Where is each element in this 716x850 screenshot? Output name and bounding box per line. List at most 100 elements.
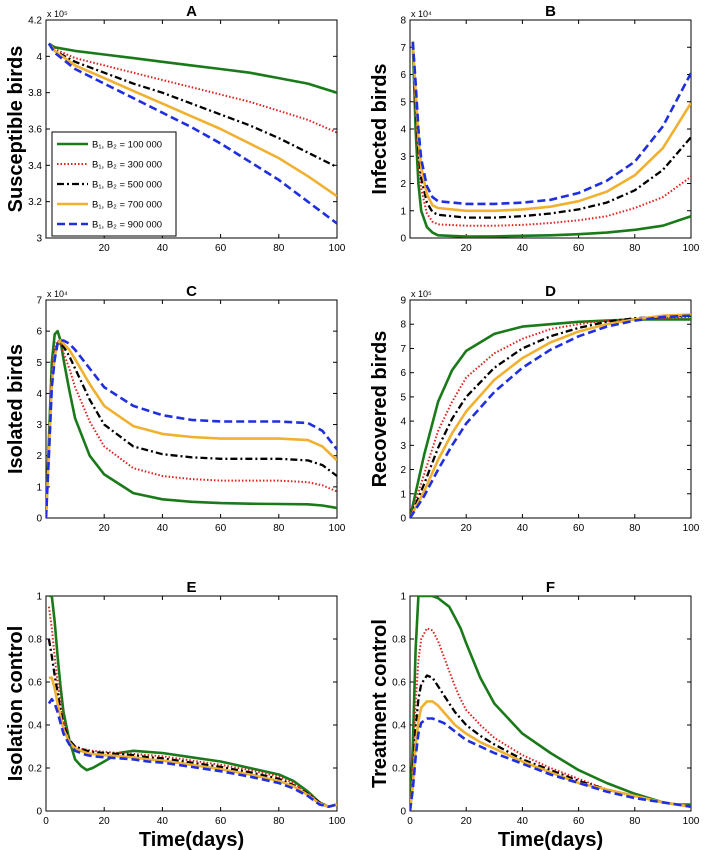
x-tick-label: 100: [329, 816, 346, 827]
y-tick-label: 3: [400, 152, 406, 163]
axes-frame: [409, 19, 692, 239]
y-tick-label: 1: [400, 206, 406, 217]
series-line-5: [410, 717, 691, 811]
x-tick-label: 20: [461, 816, 473, 827]
x-tick-label: 80: [273, 523, 285, 534]
y-tick-label: 8: [400, 16, 406, 27]
x-tick-label: 100: [683, 816, 700, 827]
y-tick-label: 0: [400, 807, 406, 818]
series-line-3: [410, 674, 691, 811]
x-tick-label: 20: [99, 243, 111, 254]
x-tick-label: 80: [629, 816, 641, 827]
x-tick-label: 60: [215, 523, 227, 534]
panel-label: C: [186, 283, 197, 300]
y-axis-label: Recovered birds: [369, 331, 391, 488]
x-tick-label: 40: [517, 243, 529, 254]
axes-frame: [409, 595, 692, 812]
panel-c: Cx 10⁴ Isolated birds 20 40 60 80 100 0 1 2 3 4 5 6 7: [5, 283, 346, 534]
x-tick-label: 60: [573, 816, 585, 827]
series-line-3: [410, 314, 691, 518]
y-axis-label: Isolated birds: [5, 344, 27, 474]
y-tick-label: 1: [36, 592, 42, 603]
x-tick-label: 40: [517, 523, 529, 534]
panel-f: F Treatment control 0 20 40 60 80 100 0 0.2 0.4 0.6…: [369, 579, 700, 850]
panel-label: A: [186, 3, 197, 20]
x-tick-label: 20: [99, 523, 111, 534]
x-axis-label: Time(days): [498, 829, 603, 850]
legend-entry-label: B₁, B₂ = 300 000: [92, 160, 162, 171]
x-tick-label: 60: [215, 816, 227, 827]
y-tick-label: 3.8: [28, 88, 42, 99]
x-tick-label: 80: [273, 243, 285, 254]
series-line-4: [411, 41, 691, 213]
series-line-1: [48, 42, 337, 94]
y-tick-label: 2: [400, 465, 406, 476]
panel-e: E Isolation control 0 20 40 60 80 100 0 0.2 0.4 0.6…: [5, 579, 346, 850]
series-line-4: [46, 339, 337, 518]
y-tick-label: 0.6: [28, 678, 42, 689]
y-tick-label: 0: [36, 514, 42, 525]
x-tick-label: 60: [573, 523, 585, 534]
y-tick-label: 0: [400, 514, 406, 525]
y-tick-label: 5: [400, 97, 406, 108]
y-tick-label: 1: [36, 482, 42, 493]
legend-entry-label: B₁, B₂ = 100 000: [92, 140, 162, 151]
y-axis-label: Infected birds: [369, 63, 391, 194]
y-tick-label: 7: [400, 344, 406, 355]
series-line-5: [46, 339, 337, 518]
y-tick-label: 7: [400, 43, 406, 54]
y-tick-label: 6: [36, 327, 42, 338]
y-tick-label: 0.8: [28, 635, 42, 646]
series-line-5: [410, 314, 691, 518]
y-tick-label: 8: [400, 320, 406, 331]
series-line-5: [47, 697, 337, 809]
series-line-1: [411, 41, 691, 238]
y-tick-label: 0.2: [392, 764, 406, 775]
y-tick-label: 0: [400, 234, 406, 245]
x-tick-label: 100: [683, 243, 700, 254]
x-tick-label: 0: [43, 816, 49, 827]
axis-exponent-label: x 10⁵: [47, 9, 68, 19]
x-tick-label: 20: [461, 243, 473, 254]
series-line-4: [410, 700, 691, 811]
y-tick-label: 3: [36, 234, 42, 245]
legend-entry-label: B₁, B₂ = 500 000: [92, 180, 162, 191]
axes-frame: [45, 299, 338, 519]
y-tick-label: 2: [400, 179, 406, 190]
panel-a: Ax 10⁵ Susceptible birds 20 40 60 80 100 3 3.2 3.…: [5, 3, 346, 254]
axis-exponent-label: x 10⁴: [47, 289, 68, 299]
y-tick-label: 5: [400, 392, 406, 403]
x-tick-label: 100: [329, 243, 346, 254]
y-tick-label: 4: [36, 52, 42, 63]
y-tick-label: 6: [400, 368, 406, 379]
y-tick-label: 4: [400, 125, 406, 136]
x-tick-label: 0: [407, 816, 413, 827]
series-line-2: [48, 42, 337, 134]
y-tick-label: 4: [36, 389, 42, 400]
y-tick-label: 6: [400, 70, 406, 81]
y-tick-label: 3: [400, 441, 406, 452]
axes-frame: [409, 299, 692, 519]
panel-d: Dx 10⁵ Recovered birds 20 40 60 80 100 0 1 2 3 4 5 6 7…: [369, 283, 700, 534]
y-tick-label: 2: [36, 451, 42, 462]
y-tick-label: 3.2: [28, 197, 42, 208]
x-tick-label: 40: [157, 523, 169, 534]
series-line-5: [411, 41, 691, 206]
y-tick-label: 0.2: [28, 764, 42, 775]
series-line-1: [48, 596, 337, 809]
y-tick-label: 3.4: [28, 161, 42, 172]
panel-label: E: [186, 579, 196, 596]
axis-exponent-label: x 10⁴: [411, 9, 432, 19]
x-tick-label: 40: [517, 816, 529, 827]
series-line-2: [410, 316, 691, 518]
panel-label: B: [545, 3, 556, 20]
x-tick-label: 40: [157, 816, 169, 827]
x-axis-label: Time(days): [139, 829, 244, 850]
series-line-5: [47, 42, 337, 225]
x-tick-label: 80: [273, 816, 285, 827]
series-line-4: [47, 42, 337, 198]
series-line-2: [411, 41, 691, 227]
y-tick-label: 3.6: [28, 125, 42, 136]
axes-frame: [45, 595, 338, 812]
